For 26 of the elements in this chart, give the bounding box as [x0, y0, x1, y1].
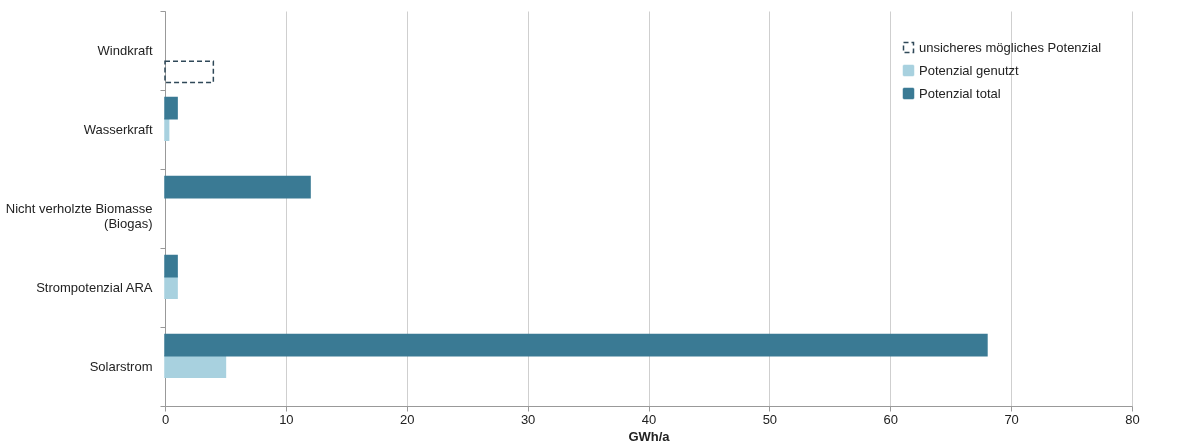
- x-tick-label: 20: [400, 411, 415, 427]
- x-tick-label: 30: [520, 411, 536, 427]
- x-tick-label: 70: [1004, 411, 1019, 427]
- x-tick-label: 10: [279, 411, 294, 427]
- y-tick-label: Wasserkraft: [83, 122, 153, 137]
- bar: [164, 60, 215, 84]
- legend-label: unsicheres mögliches Potenzial: [919, 39, 1102, 55]
- legend-label: Potenzial total: [919, 85, 1001, 101]
- bar: [164, 355, 227, 378]
- bar: [164, 175, 311, 199]
- x-tick-label: 0: [161, 411, 170, 427]
- x-tick-label: 50: [762, 411, 778, 427]
- y-tick-label: Windkraft: [97, 43, 153, 58]
- bar: [164, 333, 988, 357]
- legend-label: Potenzial genutzt: [919, 62, 1020, 78]
- y-tick-label: Solarstrom: [89, 359, 153, 374]
- y-tick-label: Nicht verholzte Biomasse (Biogas): [5, 201, 153, 231]
- y-tick-label: Strompotenzial ARA: [36, 280, 153, 295]
- x-axis-title: GWh/a: [628, 428, 671, 441]
- bar: [164, 96, 178, 120]
- bar: [164, 254, 178, 278]
- bar: [164, 118, 170, 141]
- x-tick-label: 80: [1125, 411, 1140, 427]
- x-tick-label: 60: [883, 411, 898, 427]
- x-tick-label: 40: [641, 411, 657, 427]
- bar: [164, 276, 178, 299]
